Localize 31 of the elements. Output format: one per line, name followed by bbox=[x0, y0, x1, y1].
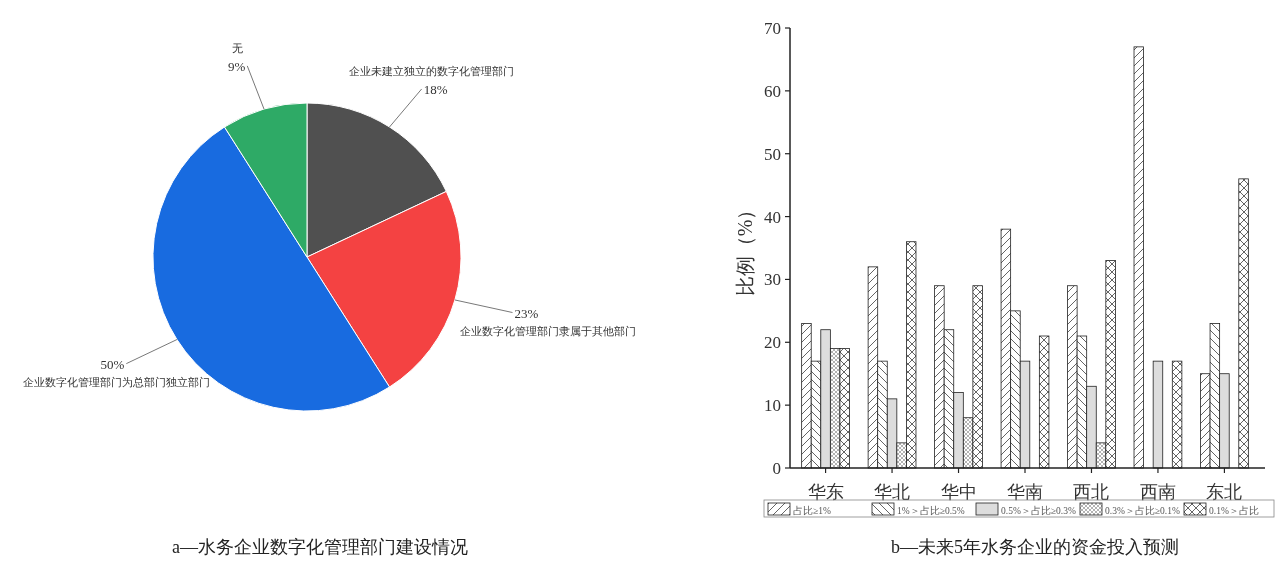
text: a—水务企业数字化管理部门建设情况 bbox=[172, 537, 468, 557]
slice-label: 企业数字化管理部门为总部门独立部门 bbox=[22, 375, 210, 388]
y-axis-title: 比例（%） bbox=[734, 199, 756, 297]
slice-label: 无 bbox=[231, 41, 243, 54]
text: b—未来5年水务企业的资金投入预测 bbox=[891, 537, 1179, 557]
x-tick-label: 华北 bbox=[874, 482, 911, 502]
x-tick-label: 华东 bbox=[807, 482, 844, 502]
legend-label: 0.5%＞占比≥0.3% bbox=[1001, 505, 1076, 516]
legend-label: 1%＞占比≥0.5% bbox=[897, 505, 965, 516]
y-tick-label: 30 bbox=[764, 270, 781, 290]
data-label: 23% bbox=[514, 305, 539, 321]
x-tick-label: 华中 bbox=[940, 482, 977, 502]
data-label: 9% bbox=[227, 58, 246, 74]
y-tick-label: 20 bbox=[764, 333, 781, 353]
legend-label: 0.1%＞占比 bbox=[1209, 505, 1259, 516]
y-tick-label: 0 bbox=[772, 459, 781, 478]
legend-label: 占比≥1% bbox=[793, 505, 831, 516]
x-tick-label: 西北 bbox=[1073, 482, 1110, 502]
y-tick-label: 40 bbox=[764, 207, 781, 227]
y-tick-label: 70 bbox=[764, 19, 781, 38]
y-tick-label: 10 bbox=[764, 396, 781, 416]
x-tick-label: 西南 bbox=[1139, 482, 1176, 502]
data-label: 50% bbox=[100, 356, 125, 372]
x-tick-label: 东北 bbox=[1206, 482, 1243, 502]
legend-label: 0.3%＞占比≥0.1% bbox=[1105, 505, 1180, 516]
slice-label: 企业未建立独立的数字化管理部门 bbox=[349, 64, 515, 77]
slice-label: 企业数字化管理部门隶属于其他部门 bbox=[460, 324, 636, 337]
y-tick-label: 50 bbox=[764, 144, 781, 164]
data-label: 18% bbox=[423, 81, 448, 97]
y-tick-label: 60 bbox=[764, 81, 781, 101]
x-tick-label: 华南 bbox=[1007, 482, 1043, 502]
